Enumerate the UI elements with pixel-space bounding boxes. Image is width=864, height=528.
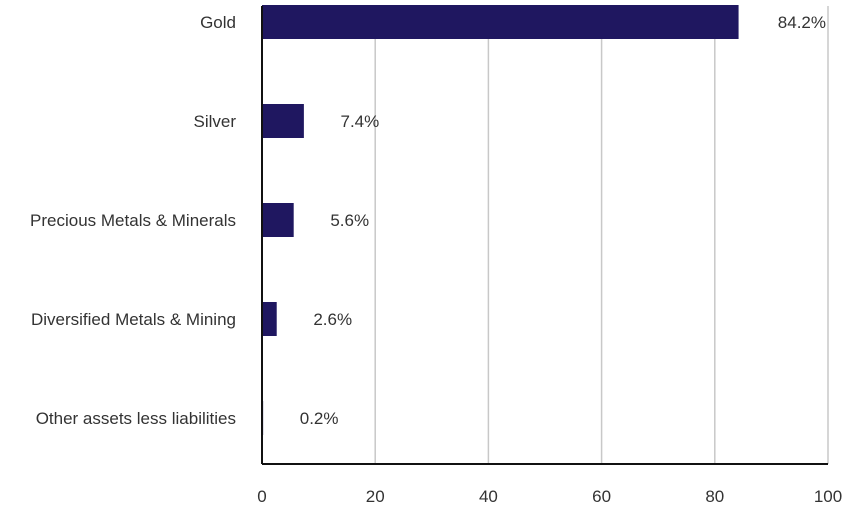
value-label: 5.6% bbox=[330, 211, 369, 230]
grid-lines bbox=[374, 6, 829, 464]
category-label: Other assets less liabilities bbox=[36, 409, 236, 428]
value-labels: 84.2% 7.4% 5.6% 2.6% 0.2% bbox=[300, 13, 826, 428]
category-label: Diversified Metals & Mining bbox=[31, 310, 236, 329]
bar bbox=[262, 302, 277, 336]
value-label: 2.6% bbox=[313, 310, 352, 329]
x-tick-label: 40 bbox=[479, 487, 498, 506]
value-label: 0.2% bbox=[300, 409, 339, 428]
x-axis-ticks: 0 20 40 60 80 100 bbox=[257, 487, 842, 506]
category-label: Silver bbox=[193, 112, 236, 131]
x-tick-label: 0 bbox=[257, 487, 266, 506]
x-tick-label: 100 bbox=[814, 487, 842, 506]
x-tick-label: 20 bbox=[366, 487, 385, 506]
bar bbox=[262, 104, 304, 138]
bar bbox=[262, 203, 294, 237]
category-label: Gold bbox=[200, 13, 236, 32]
category-labels: Gold Silver Precious Metals & Minerals Dive… bbox=[30, 13, 236, 428]
value-label: 84.2% bbox=[778, 13, 826, 32]
x-tick-label: 60 bbox=[592, 487, 611, 506]
category-label: Precious Metals & Minerals bbox=[30, 211, 236, 230]
value-label: 7.4% bbox=[341, 112, 380, 131]
x-tick-label: 80 bbox=[705, 487, 724, 506]
bar bbox=[262, 5, 739, 39]
bars bbox=[262, 5, 739, 435]
